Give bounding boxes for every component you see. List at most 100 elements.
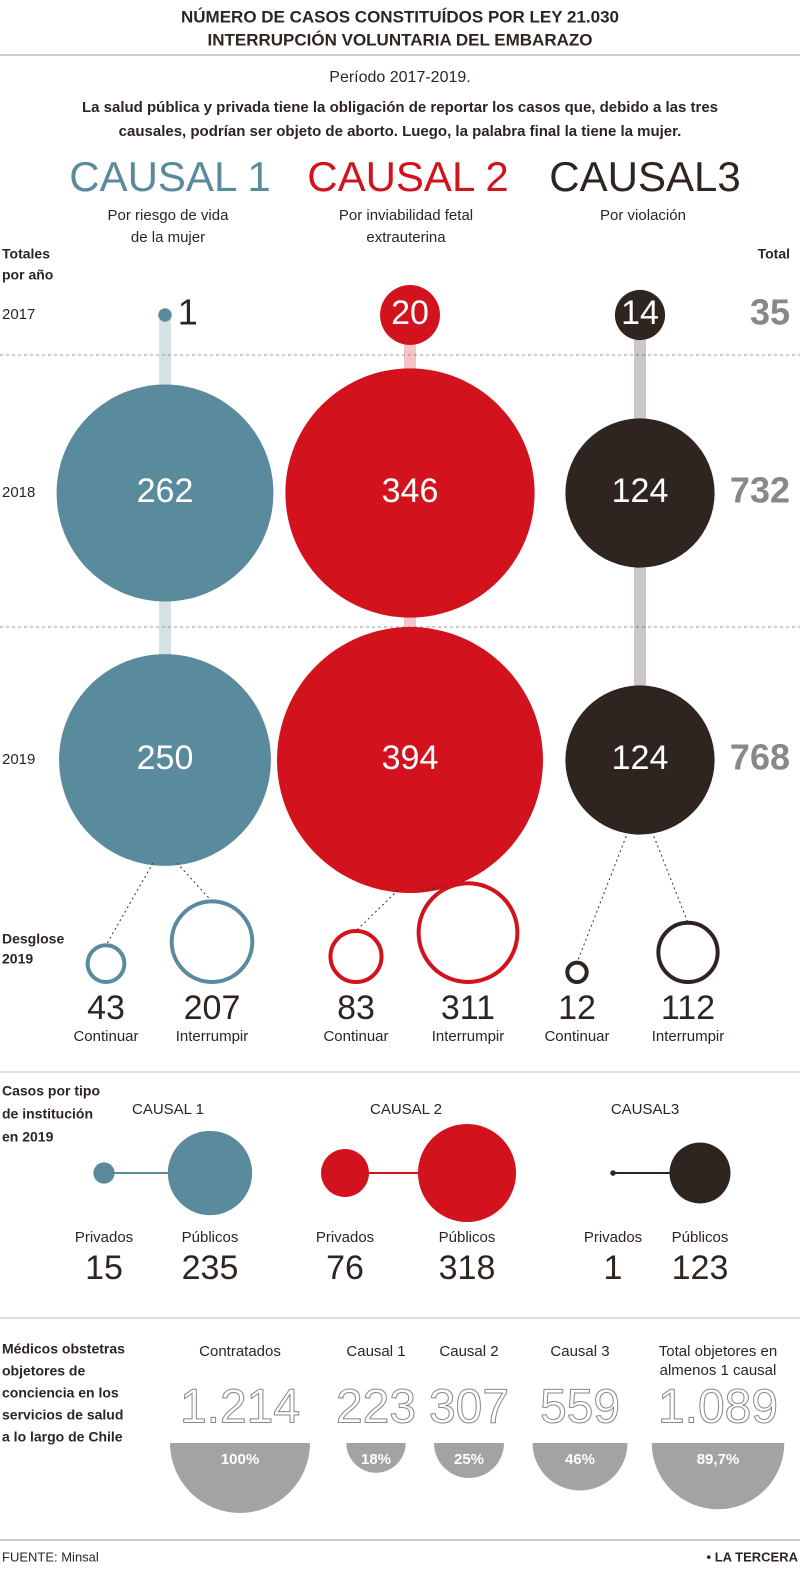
percent-semicircle — [532, 1443, 628, 1491]
objector-count: 559 — [540, 1381, 620, 1434]
cases-value: 124 — [612, 739, 669, 777]
cases-bubble — [285, 368, 535, 618]
intro: La salud pública y privada tiene la obli… — [82, 99, 718, 116]
institution-bubble — [669, 1142, 731, 1204]
cases-bubble — [614, 289, 666, 341]
objector-count: 1.089 — [658, 1381, 778, 1434]
year-total: 768 — [730, 737, 790, 778]
causal-heading: CAUSAL3 — [549, 153, 740, 200]
institution-value: 1 — [604, 1249, 623, 1287]
breakdown-value: 43 — [87, 989, 125, 1027]
cases-bubble — [277, 627, 543, 893]
breakdown-label: Continuar — [73, 1028, 138, 1045]
objector-count: 1.214 — [180, 1381, 300, 1434]
institution-value: 318 — [439, 1249, 496, 1287]
cases-bubble — [158, 308, 172, 322]
institution-bubble — [610, 1170, 616, 1176]
year-total: 732 — [730, 470, 790, 511]
section-title: Total — [758, 246, 790, 262]
objector-count: 223 — [336, 1381, 416, 1434]
percent-semicircle — [434, 1443, 504, 1478]
brand: • LA TERCERA — [707, 1549, 799, 1564]
section-title: Casos por tipo — [2, 1083, 100, 1099]
institution-bubble — [417, 1123, 517, 1223]
cases-value: 124 — [612, 472, 669, 510]
institution-value: 235 — [182, 1249, 239, 1287]
dotted-link — [355, 889, 399, 932]
percent-label: 25% — [454, 1451, 484, 1468]
column-label: Contratados — [199, 1343, 281, 1360]
breakdown-value: 207 — [184, 989, 241, 1027]
institution-value: 123 — [672, 1249, 729, 1287]
dotted-link — [576, 831, 629, 963]
section-title: Desglose — [2, 931, 64, 947]
percent-semicircle — [651, 1443, 785, 1510]
intro: causales, podrían ser objeto de aborto. … — [119, 123, 682, 140]
title: NÚMERO DE CASOS CONSTITUÍDOS POR LEY 21.… — [181, 7, 619, 26]
percent-label: 46% — [565, 1451, 595, 1468]
causal-description: de la mujer — [131, 229, 205, 246]
causal-heading: CAUSAL 2 — [307, 153, 509, 200]
breakdown-value: 311 — [441, 989, 495, 1027]
section-title: por año — [2, 267, 53, 283]
section-title: objetores de — [2, 1363, 85, 1379]
dotted-link — [176, 862, 213, 902]
causal-description: Por inviabilidad fetal — [339, 207, 473, 224]
column-label: Causal 1 — [346, 1343, 405, 1360]
institution-label: Privados — [584, 1229, 642, 1246]
column-label: Causal 3 — [550, 1343, 609, 1360]
breakdown-bubble — [656, 920, 720, 985]
percent-semicircle — [346, 1443, 406, 1473]
cases-value: 250 — [137, 739, 194, 777]
institution-bubble — [321, 1149, 369, 1197]
institution-label: Públicos — [672, 1229, 729, 1246]
percent-label: 100% — [221, 1451, 259, 1468]
breakdown-value: 112 — [661, 989, 715, 1027]
section-title: conciencia en los — [2, 1385, 119, 1401]
dotted-link — [651, 831, 689, 923]
title: INTERRUPCIÓN VOLUNTARIA DEL EMBARAZO — [207, 30, 592, 49]
breakdown-label: Interrumpir — [432, 1028, 505, 1045]
year-label: 2019 — [2, 751, 35, 768]
column-label: Total objetores en — [659, 1343, 777, 1360]
breakdown-bubble — [328, 928, 384, 984]
year-label: 2018 — [2, 484, 35, 501]
breakdown-label: Interrumpir — [652, 1028, 725, 1045]
causal-description: Por riesgo de vida — [108, 207, 230, 224]
cases-bubble — [59, 654, 271, 866]
breakdown-bubble — [565, 960, 589, 985]
breakdown-label: Continuar — [323, 1028, 388, 1045]
percent-label: 89,7% — [697, 1451, 740, 1468]
institution-bubble — [167, 1130, 253, 1216]
institution-label: Públicos — [439, 1229, 496, 1246]
percent-label: 18% — [361, 1451, 391, 1468]
institution-heading: CAUSAL 2 — [370, 1101, 442, 1118]
institution-heading: CAUSAL 1 — [132, 1101, 204, 1118]
breakdown-bubble — [85, 943, 127, 984]
cases-bubble — [565, 685, 715, 835]
cases-value: 20 — [391, 294, 429, 332]
institution-value: 76 — [326, 1249, 364, 1287]
cases-value: 346 — [382, 472, 439, 510]
year-label: 2017 — [2, 306, 35, 323]
institution-bubble — [93, 1162, 115, 1184]
breakdown-label: Continuar — [544, 1028, 609, 1045]
objector-count: 307 — [429, 1381, 509, 1434]
institution-label: Públicos — [182, 1229, 239, 1246]
section-title: servicios de salud — [2, 1407, 123, 1423]
section-title: 2019 — [2, 951, 33, 967]
section-title: de institución — [2, 1106, 93, 1122]
breakdown-value: 83 — [337, 989, 375, 1027]
section-title: Totales — [2, 246, 50, 262]
causal-description: Por violación — [600, 207, 686, 224]
section-title: a lo largo de Chile — [2, 1429, 123, 1445]
causal-description: extrauterina — [366, 229, 446, 246]
cases-bubble — [380, 285, 440, 345]
column-label: almenos 1 causal — [660, 1362, 777, 1379]
period: Período 2017-2019. — [329, 69, 470, 86]
section-title: en 2019 — [2, 1129, 54, 1145]
cases-value: 14 — [621, 294, 659, 332]
cases-bubble — [56, 384, 274, 602]
cases-bubble — [565, 418, 715, 568]
dotted-link — [105, 862, 154, 946]
